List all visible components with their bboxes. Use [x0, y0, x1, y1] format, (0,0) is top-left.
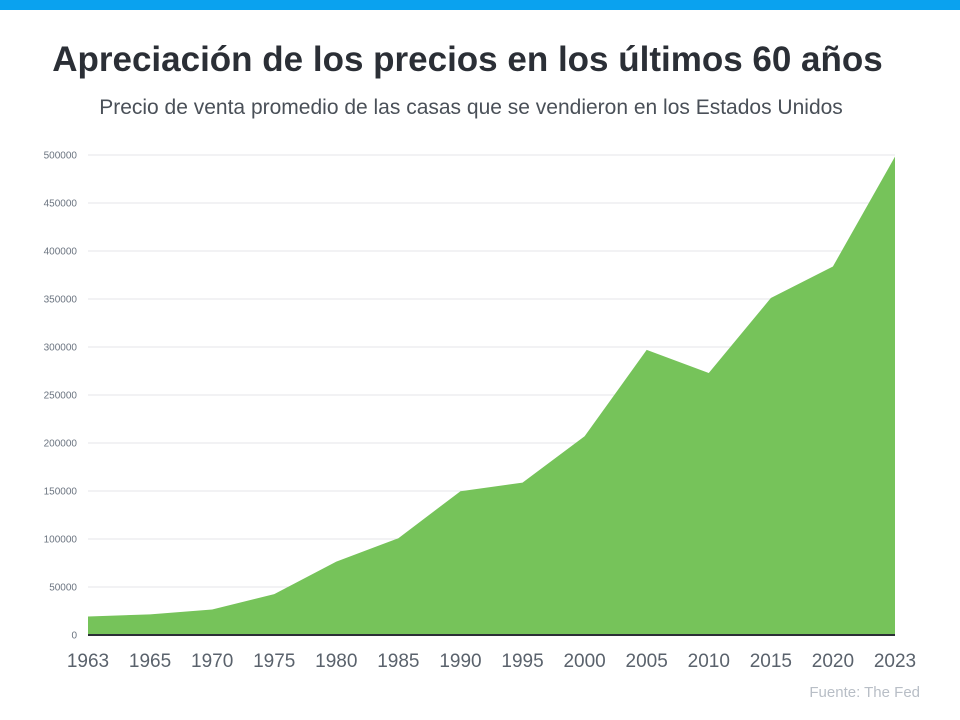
x-axis-ticks: 1963 1965 1970 1975 1980 1985 1990 1995 2000 2005… [67, 651, 916, 672]
chart-title: Apreciación de los precios en los último… [52, 40, 883, 79]
y-tick-label: 200000 [44, 439, 78, 450]
x-tick-label: 1965 [129, 651, 171, 672]
x-tick-label: 1985 [377, 651, 419, 672]
y-tick-label: 0 [71, 631, 77, 642]
y-tick-label: 500000 [44, 151, 78, 162]
price-area-series [88, 156, 895, 635]
y-tick-label: 300000 [44, 343, 78, 354]
x-tick-label: 2000 [563, 651, 605, 672]
y-tick-label: 350000 [44, 295, 78, 306]
x-tick-label: 2020 [812, 651, 854, 672]
y-tick-label: 100000 [44, 535, 78, 546]
top-accent-bar [0, 0, 960, 10]
y-tick-label: 250000 [44, 391, 78, 402]
x-tick-label: 1970 [191, 651, 233, 672]
y-tick-label: 150000 [44, 487, 78, 498]
y-axis-ticks: 0 50000 100000 150000 200000 250000 300000 3500… [44, 151, 78, 642]
x-tick-label: 2015 [750, 651, 792, 672]
x-tick-label: 1975 [253, 651, 295, 672]
source-note: Fuente: The Fed [809, 684, 920, 701]
x-tick-label: 1980 [315, 651, 357, 672]
x-tick-label: 1995 [501, 651, 543, 672]
x-tick-label: 1963 [67, 651, 109, 672]
chart-subtitle: Precio de venta promedio de las casas qu… [99, 96, 843, 119]
x-tick-label: 1990 [439, 651, 481, 672]
y-tick-label: 450000 [44, 199, 78, 210]
x-tick-label: 2010 [688, 651, 730, 672]
y-tick-label: 50000 [49, 583, 77, 594]
x-tick-label: 2005 [626, 651, 668, 672]
x-tick-label: 2023 [874, 651, 916, 672]
y-tick-label: 400000 [44, 247, 78, 258]
